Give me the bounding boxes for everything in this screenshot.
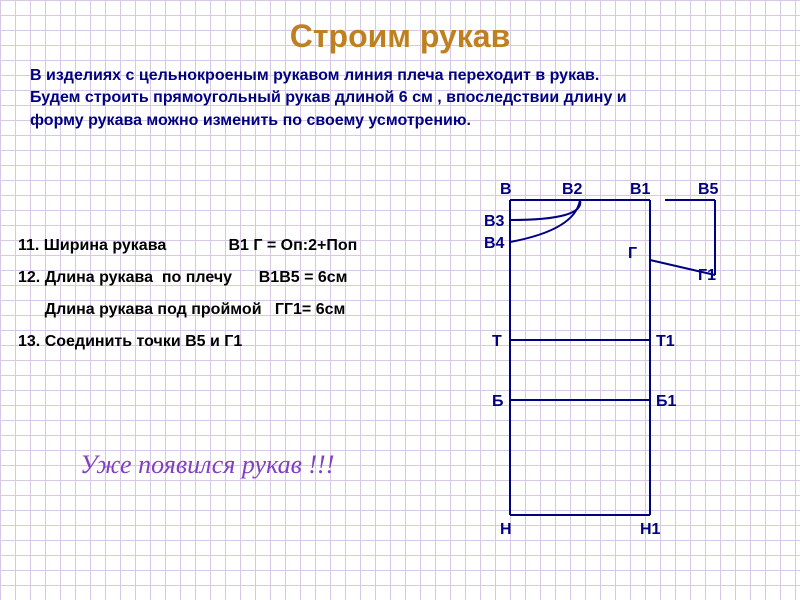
svg-text:В2: В2: [562, 181, 583, 198]
svg-text:В3: В3: [484, 213, 505, 230]
step-12b: Длина рукава под проймой ГГ1= 6см: [18, 294, 458, 326]
step-12: 12. Длина рукава по плечу В1В5 = 6см: [18, 262, 458, 294]
pattern-diagram: В В2 В1 В5 В3 В4 Г Г1 Т Т1 Б Б1 Н Н1: [480, 180, 780, 580]
steps-block: 11. Ширина рукава В1 Г = Оп:2+Поп 12. Дл…: [18, 230, 458, 358]
svg-text:Г1: Г1: [698, 267, 716, 284]
svg-text:В5: В5: [698, 181, 719, 198]
svg-text:Н: Н: [500, 521, 512, 538]
page-title: Строим рукав: [0, 0, 800, 55]
svg-text:Г: Г: [628, 245, 637, 262]
svg-text:Т1: Т1: [656, 333, 675, 350]
intro-line-2: Будем строить прямоугольный рукав длиной…: [30, 89, 627, 106]
step-11: 11. Ширина рукава В1 Г = Оп:2+Поп: [18, 230, 458, 262]
svg-text:В1: В1: [630, 181, 651, 198]
intro-line-3: форму рукава можно изменить по своему ус…: [30, 112, 471, 129]
svg-text:Б1: Б1: [656, 393, 677, 410]
intro-text: В изделиях с цельнокроеным рукавом линия…: [0, 55, 800, 132]
exclaim-text: Уже появился рукав !!!: [80, 450, 334, 480]
step-13: 13. Соединить точки В5 и Г1: [18, 326, 458, 358]
intro-line-1: В изделиях с цельнокроеным рукавом линия…: [30, 67, 599, 84]
svg-text:В4: В4: [484, 235, 505, 252]
svg-text:Н1: Н1: [640, 521, 661, 538]
svg-text:Б: Б: [492, 393, 504, 410]
svg-text:Т: Т: [492, 333, 502, 350]
svg-text:В: В: [500, 181, 512, 198]
